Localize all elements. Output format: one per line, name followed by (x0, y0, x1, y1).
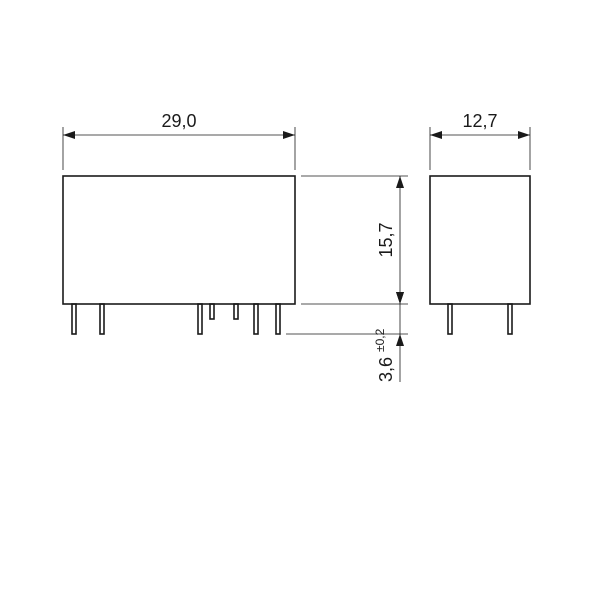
dim-pin-length-tolerance: ±0,2 (373, 328, 387, 352)
side-body-outline (430, 176, 530, 304)
technical-drawing: 29,0 12,7 15,7 3,6 ±0,2 (0, 0, 600, 600)
front-pin (72, 304, 76, 334)
dim-height-body: 15,7 (376, 222, 396, 257)
side-pin (508, 304, 512, 334)
dim-width-side: 12,7 (462, 111, 497, 131)
front-pin (254, 304, 258, 334)
side-pin (448, 304, 452, 334)
front-pin (276, 304, 280, 334)
front-body-outline (63, 176, 295, 304)
dim-width-front: 29,0 (161, 111, 196, 131)
front-pin (210, 304, 214, 319)
front-pin (234, 304, 238, 319)
dim-pin-length: 3,6 (376, 357, 396, 382)
dim-pin-length-group: 3,6 ±0,2 (373, 328, 396, 382)
front-pin (100, 304, 104, 334)
front-pin (198, 304, 202, 334)
